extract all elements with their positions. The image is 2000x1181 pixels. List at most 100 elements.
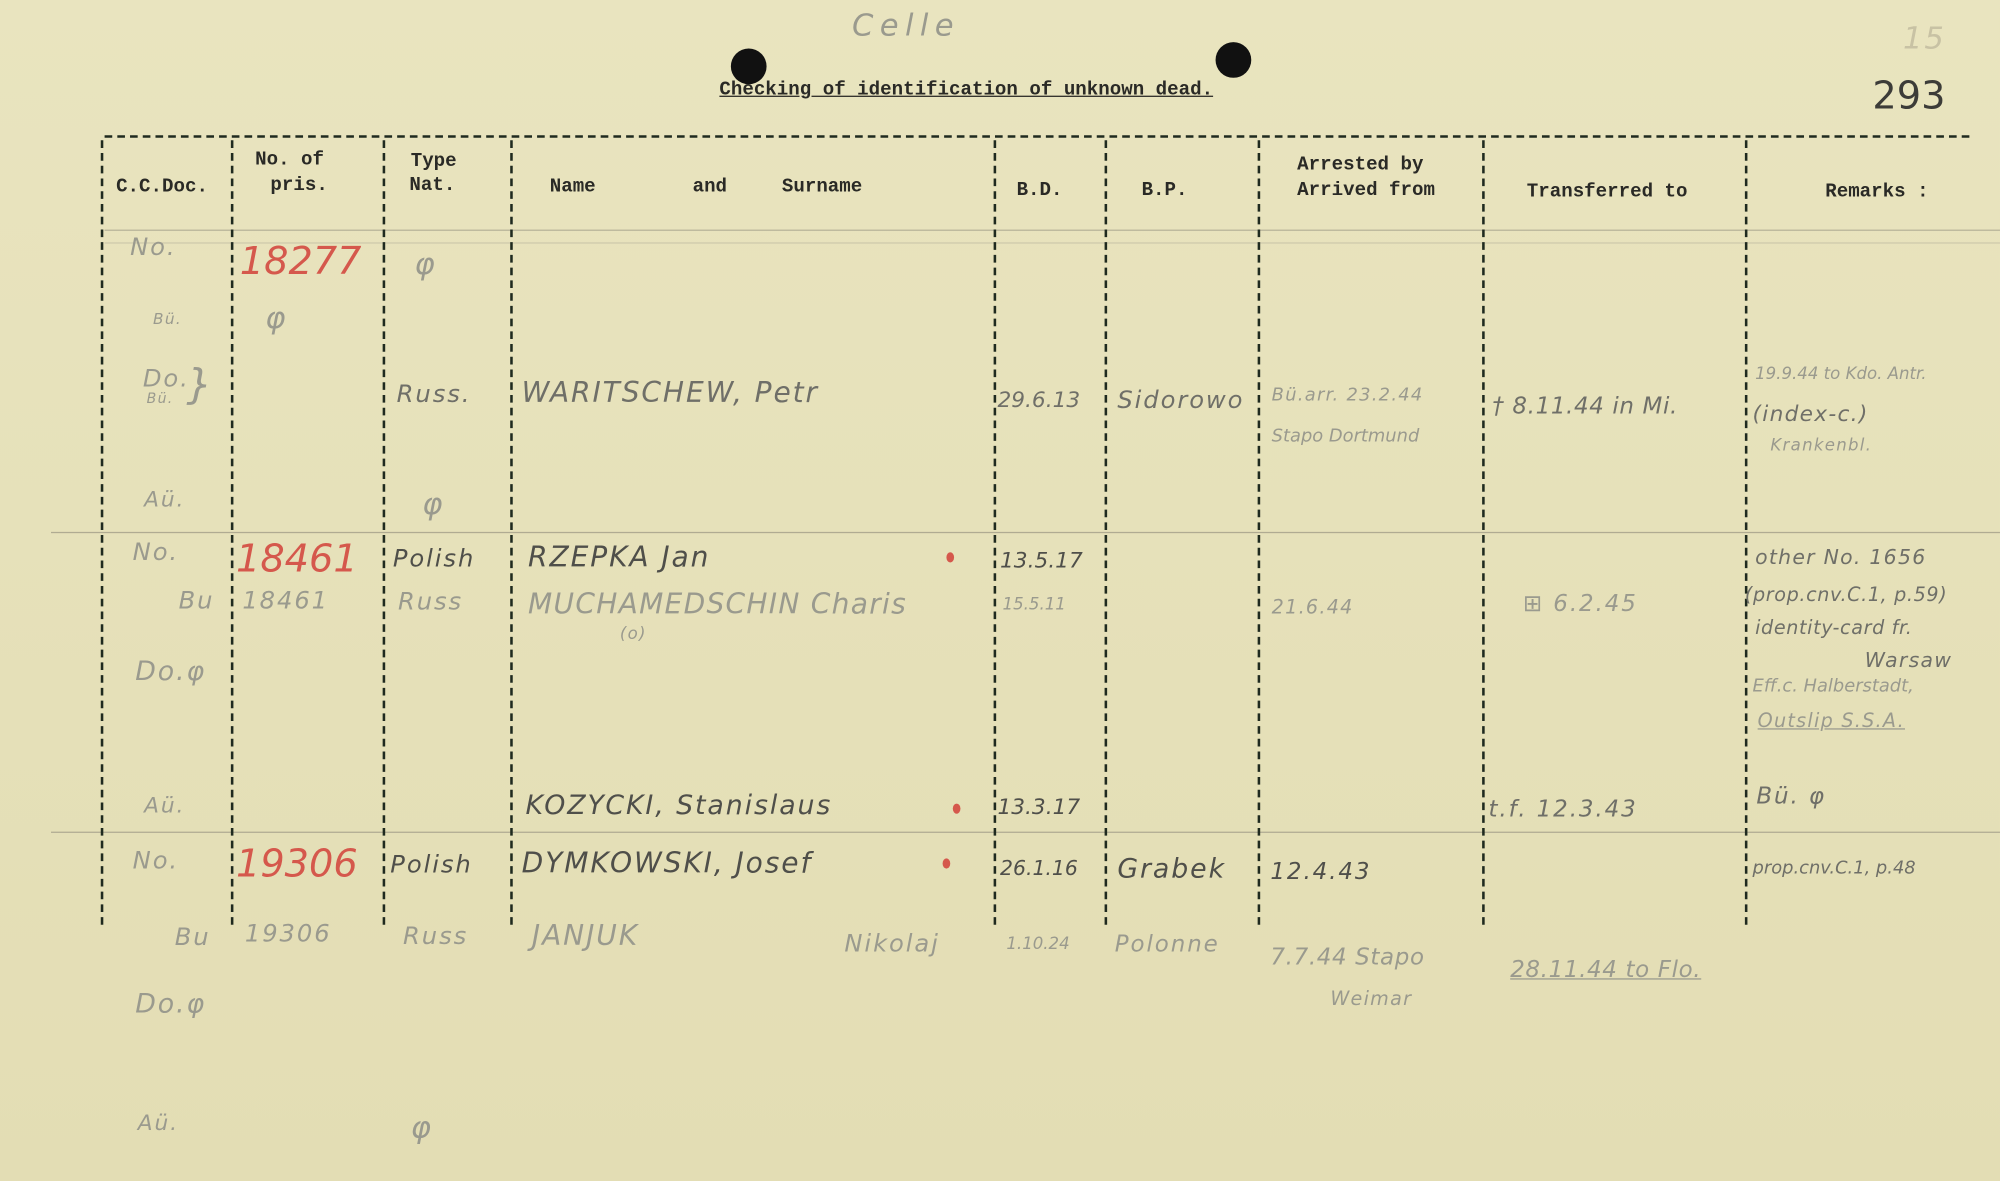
col-header-name: Name	[549, 176, 596, 198]
entry-arrested: Bü.arr. 23.2.44	[1271, 385, 1424, 406]
entry-nationality: Polish	[390, 850, 473, 879]
entry-bu-transferred: 28.11.44 to Flo.	[1510, 956, 1702, 984]
col-header-cc-doc: C.C.Doc.	[116, 176, 208, 198]
annotation-top: Celle	[852, 7, 960, 44]
column-line	[510, 140, 513, 925]
entry-remark: (index-c.)	[1752, 401, 1869, 428]
col-header-bd: B.D.	[1016, 179, 1063, 202]
row-divider	[51, 531, 2000, 534]
entry-nationality: Polish	[392, 544, 476, 573]
entry-bu-label: Bü.	[153, 309, 182, 328]
column-line	[382, 140, 386, 925]
punch-hole	[1215, 42, 1252, 78]
entry-bu-label: Bu	[178, 586, 215, 615]
entry-bu-nationality: Russ	[403, 922, 469, 951]
entry-bu-label: Bu	[174, 923, 211, 952]
entry-bu-name: JANJUK	[531, 920, 640, 953]
entry-remark: Krankenbl.	[1770, 436, 1873, 456]
entry-bu-birth-date: 15.5.11	[1002, 595, 1066, 615]
entry-au-value: φ	[422, 485, 445, 522]
page-number: 293	[1872, 73, 1946, 119]
entry-remark: 19.9.44 to Kdo. Antr.	[1755, 364, 1927, 384]
header-divider	[104, 229, 2000, 231]
red-mark	[946, 552, 955, 563]
entry-bu-name: MUCHAMEDSCHIN Charis	[528, 589, 907, 622]
table-top-border	[104, 135, 1970, 138]
entry-name: RZEPKA Jan	[528, 542, 711, 574]
entry-remark: other No. 1656	[1755, 544, 1927, 569]
entry-au-label: Aü.	[144, 487, 186, 513]
col-header-bp: B.P.	[1141, 179, 1188, 202]
col-header-type: Type	[410, 150, 457, 173]
entry-arrested: Stapo Dortmund	[1271, 426, 1420, 447]
entry-birth-date: 26.1.16	[999, 855, 1078, 881]
entry-remark: Outslip S.S.A.	[1757, 709, 1905, 733]
entry-bu-arrived: 21.6.44	[1271, 595, 1354, 619]
red-mark	[942, 858, 951, 869]
entry-bu-birth-place: Polonne	[1114, 931, 1220, 958]
entry-type-value: φ	[414, 246, 437, 282]
entry-bu-value: 19306	[244, 919, 332, 948]
entry-nationality: Russ.	[396, 380, 472, 409]
punch-hole	[730, 48, 767, 85]
col-header-and: and	[692, 176, 728, 198]
entry-bu-arrived: Weimar	[1330, 987, 1413, 1011]
column-line	[230, 140, 234, 925]
entry-name: DYMKOWSKI, Josef	[521, 848, 813, 881]
col-header-nat: Nat.	[409, 174, 456, 197]
corner-number: 15	[1903, 20, 1946, 57]
entry-arrived: 12.4.43	[1270, 858, 1372, 886]
entry-au-transferred: t.f. 12.3.43	[1488, 795, 1638, 823]
entry-do-label: Do.φ	[135, 655, 207, 687]
column-line	[1257, 140, 1261, 925]
entry-remark: Warsaw	[1864, 647, 1953, 673]
entry-do-label: Do.φ	[135, 988, 207, 1020]
entry-au-remarks: Bü. φ	[1756, 783, 1826, 810]
entry-remark: prop.cnv.C.1, p.48	[1752, 858, 1916, 879]
entry-bu-nationality: Russ	[397, 588, 464, 617]
entry-remark: identity-card fr.	[1755, 616, 1913, 640]
entry-no-label: No.	[130, 233, 177, 262]
column-line	[1744, 140, 1748, 925]
entry-prisoner-number: 18277	[239, 239, 362, 285]
entry-au-label: Aü.	[144, 793, 186, 819]
entry-bu-value: 18461	[242, 586, 330, 615]
page-title: Checking of identification of unknown de…	[719, 79, 1214, 101]
entry-au-birth-date: 13.3.17	[997, 794, 1081, 821]
entry-birth-date: 13.5.17	[999, 548, 1083, 574]
entry-bu-birth-date: 1.10.24	[1006, 934, 1070, 955]
entry-au-name: KOZYCKI, Stanislaus	[525, 789, 833, 821]
col-header-remarks: Remarks :	[1825, 181, 1929, 203]
entry-bu-transferred: ⊞ 6.2.45	[1522, 590, 1638, 618]
entry-bu-value: φ	[265, 299, 288, 336]
column-line	[1482, 140, 1485, 925]
col-header-arrived-from: Arrived from	[1297, 179, 1435, 202]
entry-no-label: No.	[132, 846, 180, 875]
entry-remark: Eff.c. Halberstadt,	[1752, 676, 1914, 697]
header-divider	[104, 242, 2000, 244]
entry-bu-arrived: 7.7.44 Stapo	[1270, 943, 1425, 971]
entry-bu-firstname: Nikolaj	[844, 929, 940, 958]
entry-birth-place: Grabek	[1117, 853, 1226, 884]
entry-bu-name-note: (o)	[619, 624, 647, 645]
entry-prisoner-number: 18461	[235, 536, 358, 582]
entry-name: WARITSCHEW, Petr	[521, 377, 820, 410]
entry-au-label: Aü.	[137, 1110, 179, 1137]
entry-au-value: φ	[410, 1109, 433, 1146]
col-header-arrested-by: Arrested by	[1297, 154, 1424, 177]
col-header-transferred-to: Transferred to	[1526, 181, 1688, 203]
col-header-no-of: No. of	[255, 149, 324, 171]
column-line	[100, 140, 104, 925]
entry-remark: (prop.cnv.C.1, p.59)	[1744, 582, 1948, 606]
entry-do-label: Do.	[142, 364, 190, 393]
col-header-pris: pris.	[270, 174, 328, 197]
entry-no-label: No.	[132, 538, 180, 567]
entry-do-brace: }	[186, 359, 215, 409]
red-mark	[952, 803, 961, 814]
entry-transferred: † 8.11.44 in Mi.	[1492, 392, 1678, 420]
row-divider	[51, 831, 2000, 833]
entry-do-sub: Bü.	[146, 390, 174, 407]
entry-birth-place: Sidorowo	[1117, 386, 1245, 415]
entry-prisoner-number: 19306	[235, 841, 358, 887]
